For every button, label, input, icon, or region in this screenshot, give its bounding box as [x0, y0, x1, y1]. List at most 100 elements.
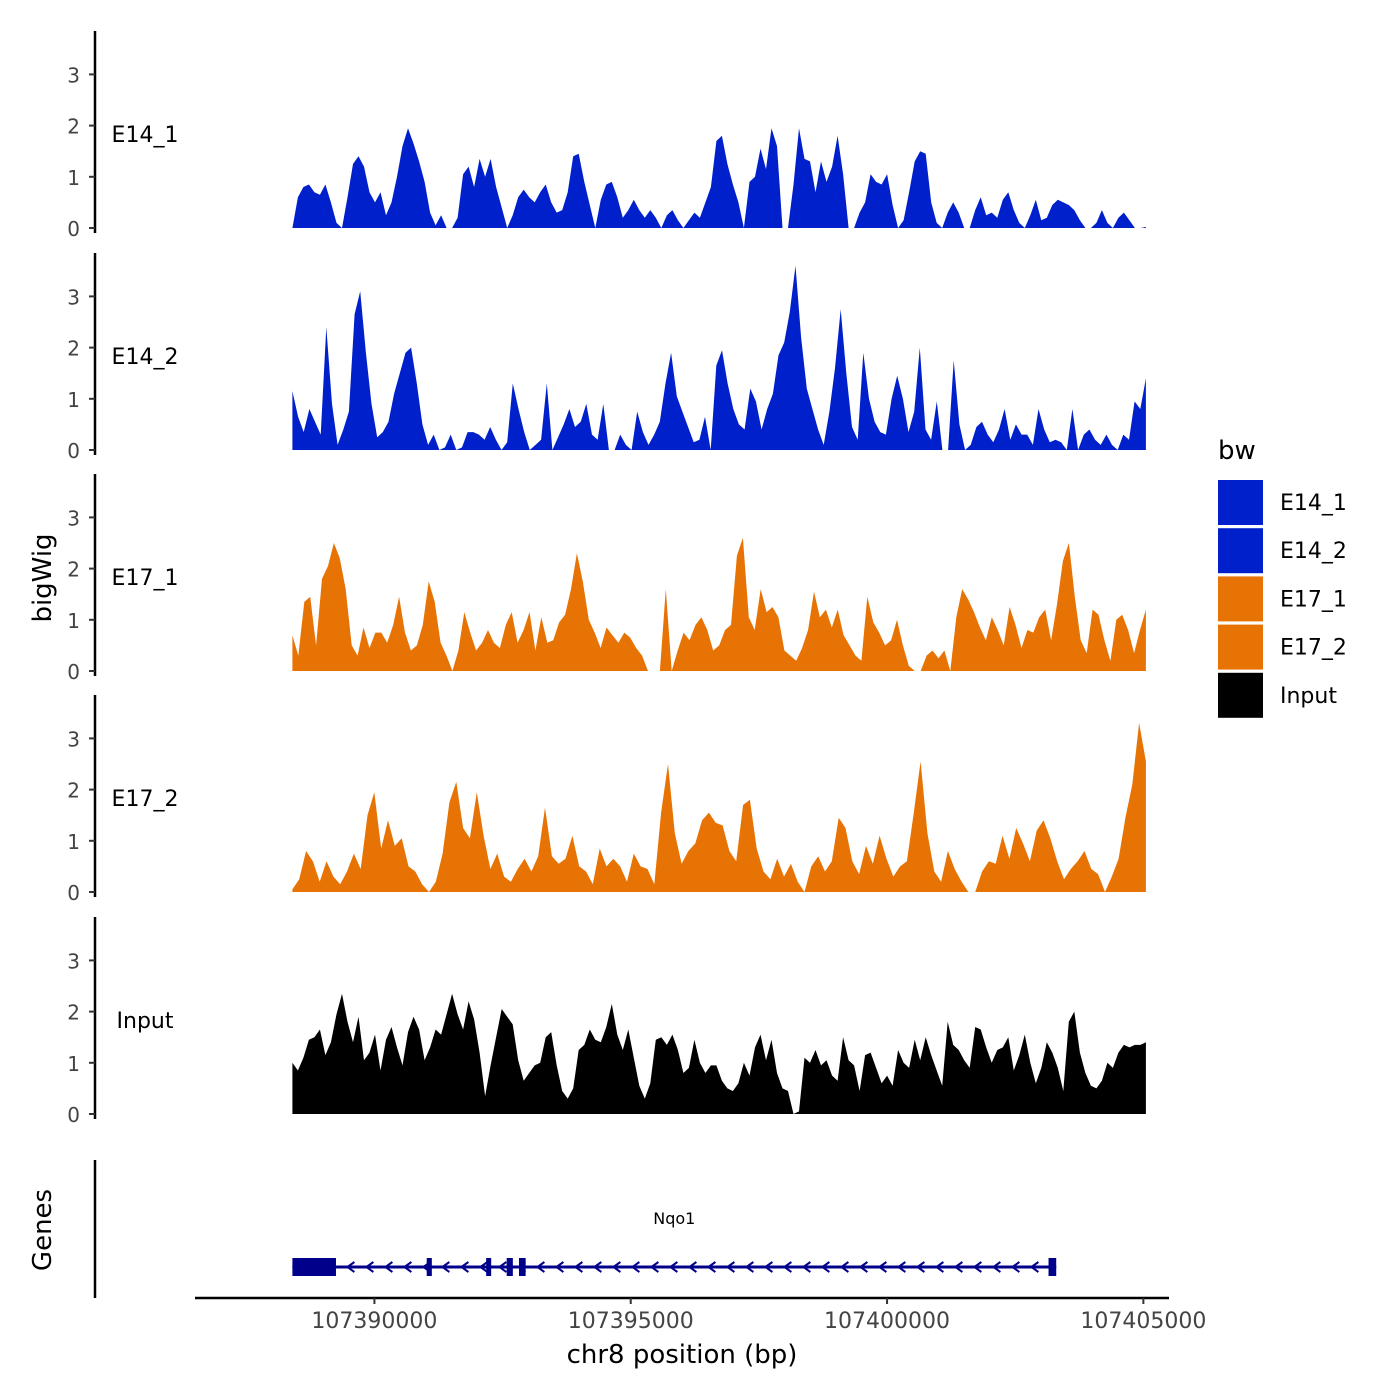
- gene-exon: [518, 1258, 526, 1276]
- y-tick-label: 1: [67, 830, 80, 854]
- gene-exon: [506, 1258, 513, 1276]
- legend-label: E17_1: [1280, 587, 1347, 612]
- strand-arrow: [934, 1261, 944, 1273]
- strand-arrow: [497, 1261, 507, 1273]
- track-E17_1: 0 1 2 3 E17_1: [67, 474, 1146, 684]
- track-label: E17_1: [112, 566, 179, 591]
- gene-exon: [1048, 1258, 1057, 1276]
- signal-area-E14_1: [292, 128, 1146, 228]
- gene-exon: [426, 1258, 432, 1276]
- strand-arrow: [573, 1261, 583, 1273]
- signal-area-E14_2: [292, 265, 1146, 450]
- strand-arrow: [991, 1261, 1001, 1273]
- legend-swatch-Input: [1218, 672, 1263, 718]
- signal-area-E17_1: [292, 537, 1146, 671]
- track-E14_2: 0 1 2 3 E14_2: [67, 253, 1146, 463]
- signal-area-Input: [292, 993, 1146, 1114]
- y-tick-label: 3: [67, 949, 80, 973]
- x-axis-title: chr8 position (bp): [567, 1340, 798, 1370]
- strand-arrow: [649, 1261, 659, 1273]
- y-tick-label: 2: [67, 337, 80, 361]
- x-tick-label: 107395000: [568, 1309, 694, 1334]
- track-Input: 0 1 2 3 Input: [67, 917, 1146, 1127]
- strand-arrow: [459, 1261, 469, 1273]
- y-tick-label: 3: [67, 727, 80, 751]
- strand-arrow: [440, 1261, 450, 1273]
- track-E14_1: 0 1 2 3 E14_1: [67, 31, 1146, 241]
- track-E17_2: 0 1 2 3 E17_2: [67, 695, 1146, 905]
- legend-swatch-E14_1: [1218, 480, 1263, 525]
- y-tick-label: 1: [67, 388, 80, 412]
- track-label: E17_2: [112, 787, 179, 812]
- track-label: Input: [117, 1009, 174, 1034]
- legend-swatch-E17_2: [1218, 624, 1263, 670]
- legend-label: E14_1: [1280, 491, 1347, 516]
- y-tick-label: 2: [67, 558, 80, 582]
- gene-track: Nqo1: [93, 1160, 1057, 1298]
- strand-arrow: [953, 1261, 963, 1273]
- strand-arrow: [801, 1261, 811, 1273]
- y-tick-label: 1: [67, 1052, 80, 1076]
- strand-arrow: [630, 1261, 640, 1273]
- strand-arrow: [820, 1261, 830, 1273]
- strand-arrow: [535, 1261, 545, 1273]
- strand-arrow: [782, 1261, 792, 1273]
- y-tick-label: 0: [67, 439, 80, 463]
- y-tick-label: 2: [67, 115, 80, 139]
- y-tick-label: 0: [67, 1103, 80, 1127]
- gene-exon: [292, 1258, 336, 1276]
- legend-title: bw: [1218, 436, 1256, 466]
- strand-arrow: [896, 1261, 906, 1273]
- gene-exon: [486, 1258, 492, 1276]
- y-axis-title: bigWig: [28, 533, 58, 622]
- track-label: E14_1: [112, 123, 179, 148]
- legend-label: Input: [1280, 684, 1337, 709]
- strand-arrow: [858, 1261, 868, 1273]
- genes-axis-title: Genes: [28, 1189, 58, 1271]
- signal-area-E17_2: [292, 723, 1146, 892]
- y-tick-label: 2: [67, 779, 80, 803]
- strand-arrow: [402, 1261, 412, 1273]
- y-tick-label: 0: [67, 217, 80, 241]
- legend-swatch-E14_2: [1218, 528, 1263, 574]
- legend-label: E14_2: [1280, 539, 1347, 564]
- strand-arrow: [1010, 1261, 1020, 1273]
- strand-arrow: [611, 1261, 621, 1273]
- strand-arrow: [554, 1261, 564, 1273]
- y-tick-label: 3: [67, 63, 80, 87]
- strand-arrow: [763, 1261, 773, 1273]
- strand-arrow: [1029, 1261, 1039, 1273]
- track-label: E14_2: [112, 345, 179, 370]
- legend-label: E17_2: [1280, 636, 1347, 661]
- strand-arrow: [687, 1261, 697, 1273]
- legend-swatch-E17_1: [1218, 576, 1263, 622]
- y-tick-label: 3: [67, 285, 80, 309]
- strand-arrow: [706, 1261, 716, 1273]
- signal-tracks: 0 1 2 3 E14_1 0 1 2 3 E14_2 0 1 2 3 E17_1 0 1 2 3 E17_2 0 1 2 3…: [67, 31, 1146, 1127]
- strand-arrow: [744, 1261, 754, 1273]
- gene-name-label: Nqo1: [653, 1209, 695, 1228]
- strand-arrow: [972, 1261, 982, 1273]
- legend: bw E14_1 E14_2 E17_1 E17_2 Input: [1218, 436, 1347, 718]
- strand-arrow: [668, 1261, 678, 1273]
- x-tick-label: 107390000: [311, 1309, 437, 1334]
- y-tick-label: 2: [67, 1001, 80, 1025]
- strand-arrow: [592, 1261, 602, 1273]
- y-tick-label: 1: [67, 609, 80, 633]
- y-tick-label: 0: [67, 881, 80, 905]
- strand-arrow: [383, 1261, 393, 1273]
- strand-arrow: [877, 1261, 887, 1273]
- strand-arrow: [364, 1261, 374, 1273]
- y-tick-label: 0: [67, 660, 80, 684]
- strand-arrow: [725, 1261, 735, 1273]
- y-tick-label: 1: [67, 166, 80, 190]
- x-tick-label: 107405000: [1080, 1309, 1206, 1334]
- strand-arrow: [345, 1261, 355, 1273]
- strand-arrow: [915, 1261, 925, 1273]
- strand-arrow: [839, 1261, 849, 1273]
- x-axis: 107390000 107395000 107400000 107405000: [195, 1296, 1206, 1334]
- x-tick-label: 107400000: [824, 1309, 950, 1334]
- y-tick-label: 3: [67, 506, 80, 530]
- strand-arrow: [478, 1261, 488, 1273]
